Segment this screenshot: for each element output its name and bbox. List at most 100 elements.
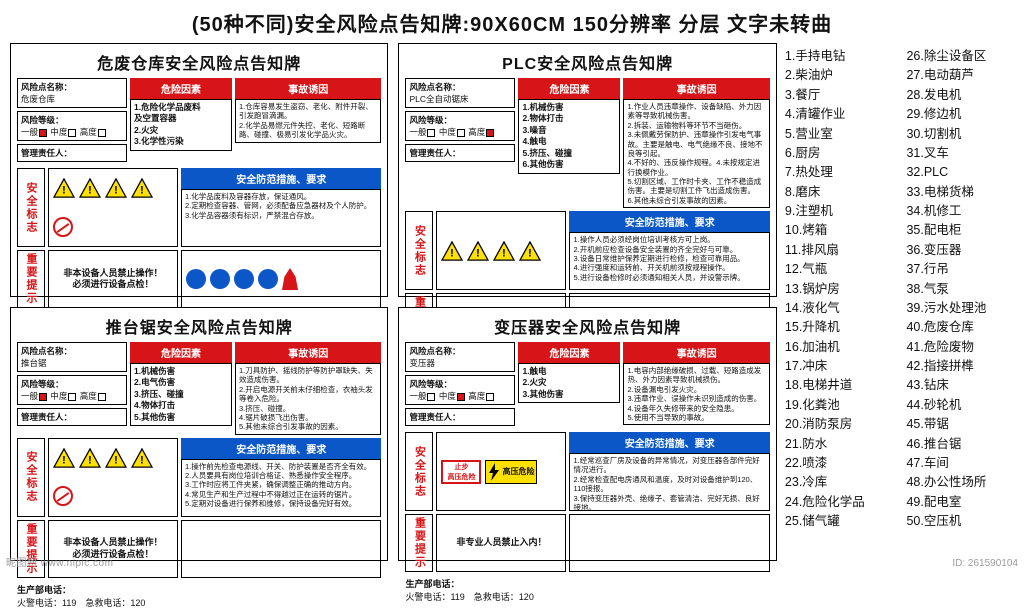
ppe-icons [569,514,769,572]
safety-measure-hdr: 安全防范措施、要求 [569,211,769,232]
card-title: PLC安全风险点告知牌 [405,50,769,74]
sidebar-item: 11.排风扇 [785,241,893,260]
sidebar-item: 14.液化气 [785,299,893,318]
sidebar-item: 8.磨床 [785,183,893,202]
sidebar-item: 17.冲床 [785,357,893,376]
accident-cause-hdr: 事故诱因 [235,78,381,99]
sidebar-item: 13.锅炉房 [785,280,893,299]
sidebar-item: 44.砂轮机 [906,396,1014,415]
sidebar-item: 35.配电柜 [906,221,1014,240]
sidebar-item: 31.叉车 [906,144,1014,163]
warning-triangle-icon [105,448,127,468]
sidebar-item: 46.推台锯 [906,435,1014,454]
safety-sign-label: 安全标志 [405,211,433,290]
safety-icons: 止步高压危险高压危险 [436,432,566,511]
sidebar-item: 49.配电室 [906,493,1014,512]
sidebar-item: 32.PLC [906,163,1014,182]
safety-measure-hdr: 安全防范措施、要求 [181,438,381,459]
warning-triangle-icon [441,241,463,261]
ppe-icons [181,520,381,578]
warning-triangle-icon [131,178,153,198]
sidebar-item: 22.喷漆 [785,454,893,473]
sidebar-item: 45.带锯 [906,415,1014,434]
risk-factor-list: 1.触电2.火灾3.其他伤害 [518,363,620,403]
warning-triangle-icon [53,448,75,468]
risk-card: 变压器安全风险点告知牌风险点名称：变压器风险等级：一般 中度 高度管理责任人：危… [398,307,776,561]
risk-factor-list: 1.机械伤害2.物体打击3.噪音4.触电5.挤压、碰撞6.其他伤害 [518,99,620,174]
risk-name-field: 风险点名称：推台锯 [17,342,127,372]
safety-icons [48,438,178,517]
card-title: 危废仓库安全风险点告知牌 [17,50,381,74]
prohibit-icon [53,486,73,506]
important-note-label: 重要提示 [17,250,45,308]
sidebar-item: 20.消防泵房 [785,415,893,434]
risk-level-field: 风险等级：一般 中度 高度 [17,375,127,405]
sidebar-item: 15.升降机 [785,318,893,337]
sidebar-item: 18.电梯井道 [785,376,893,395]
sidebar-item: 19.化粪池 [785,396,893,415]
risk-name-field: 风险点名称：变压器 [405,342,515,372]
page-title: (50种不同)安全风险点告知牌:90X60CM 150分辨率 分层 文字未转曲 [10,8,1014,37]
sidebar-item: 47.车间 [906,454,1014,473]
sidebar-item: 42.指接拼榫 [906,357,1014,376]
sidebar-item: 6.厨房 [785,144,893,163]
sidebar-item: 30.切割机 [906,125,1014,144]
safety-measure-text: 1.经常巡查厂房及设备的异常情况，对变压器各部件完好情况进行。2.经常检查配电房… [569,453,769,511]
card-footer: 生产部电话：火警电话：119 急救电话：120 [405,575,769,603]
watermark: 昵图网 www.nipic.com [6,554,113,569]
important-note-label: 重要提示 [405,514,433,572]
safety-measure-hdr: 安全防范措施、要求 [569,432,769,453]
sidebar-item: 26.除尘设备区 [906,47,1014,66]
safety-icons [48,168,178,247]
warning-triangle-icon [467,241,489,261]
mandatory-icon [258,269,278,289]
accident-cause-hdr: 事故诱因 [235,342,381,363]
sidebar-item: 2.柴油炉 [785,66,893,85]
warning-triangle-icon [493,241,515,261]
sidebar-item: 37.行吊 [906,260,1014,279]
sidebar-item: 29.修边机 [906,105,1014,124]
warning-triangle-icon [105,178,127,198]
accident-cause-hdr: 事故诱因 [623,78,769,99]
warning-triangle-icon [79,448,101,468]
accident-cause-text: 1.仓库容易发生盗窃、老化、附件开裂、引发跑冒滴漏。2.化学品易燃元件失控、老化… [235,99,381,143]
cards-grid: 危废仓库安全风险点告知牌风险点名称：危废仓库风险等级：一般 中度 高度管理责任人… [10,43,777,561]
sidebar-item: 40.危废仓库 [906,318,1014,337]
sidebar-item: 12.气瓶 [785,260,893,279]
sidebar-item: 10.烤箱 [785,221,893,240]
risk-factor-hdr: 危险因素 [130,78,232,99]
sidebar-item: 5.营业室 [785,125,893,144]
safety-measure-text: 1.操作人员必须经岗位培训考核方可上岗。2.开机前应检查设备安全装置的齐全完好与… [569,232,769,290]
sidebar-item: 28.发电机 [906,86,1014,105]
risk-card: PLC安全风险点告知牌风险点名称：PLC全自动锯床风险等级：一般 中度 高度管理… [398,43,776,297]
sidebar-item: 9.注塑机 [785,202,893,221]
warning-triangle-icon [131,448,153,468]
warning-triangle-icon [53,178,75,198]
image-id: ID: 261590104 [952,558,1018,569]
manager-field: 管理责任人： [17,144,127,162]
high-voltage-icon: 高压危险 [485,460,537,484]
important-note-text: 非本设备人员禁止操作！必须进行设备点检！ [48,250,178,308]
accident-cause-text: 1.电容内部绝缘破损、过载、短路造成发热、外力因素导致机械损伤。2.设备漏电引发… [623,363,769,425]
sidebar-item: 27.电动葫芦 [906,66,1014,85]
sidebar-list: 1.手持电钻2.柴油炉3.餐厅4.清罐作业5.营业室6.厨房7.热处理8.磨床9… [785,43,1014,561]
risk-level-field: 风险等级：一般 中度 高度 [405,375,515,405]
sidebar-item: 23.冷库 [785,473,893,492]
risk-name-field: 风险点名称：危废仓库 [17,78,127,108]
risk-factor-list: 1.机械伤害2.电气伤害3.挤压、碰撞4.物体打击5.其他伤害 [130,363,232,426]
sidebar-item: 39.污水处理池 [906,299,1014,318]
sidebar-item: 4.清罐作业 [785,105,893,124]
sidebar-item: 50.空压机 [906,512,1014,531]
card-title: 推台锯安全风险点告知牌 [17,314,381,338]
risk-card: 推台锯安全风险点告知牌风险点名称：推台锯风险等级：一般 中度 高度管理责任人：危… [10,307,388,561]
mandatory-icon [210,269,230,289]
risk-factor-hdr: 危险因素 [518,78,620,99]
accident-cause-text: 1.刀具防护、摇线防护等防护罩缺失、失效造成伤害。2.开启电源开关前未仔细检查，… [235,363,381,435]
mandatory-icon [186,269,206,289]
accident-cause-hdr: 事故诱因 [623,342,769,363]
safety-measure-text: 1.操作前先检查电源线、开关、防护装置是否齐全有效。2.人员要具有岗位培训合格证… [181,459,381,517]
risk-card: 危废仓库安全风险点告知牌风险点名称：危废仓库风险等级：一般 中度 高度管理责任人… [10,43,388,297]
sidebar-item: 36.变压器 [906,241,1014,260]
sidebar-item: 16.加油机 [785,338,893,357]
card-footer: 生产部电话：火警电话：119 急救电话：120 [17,581,381,609]
